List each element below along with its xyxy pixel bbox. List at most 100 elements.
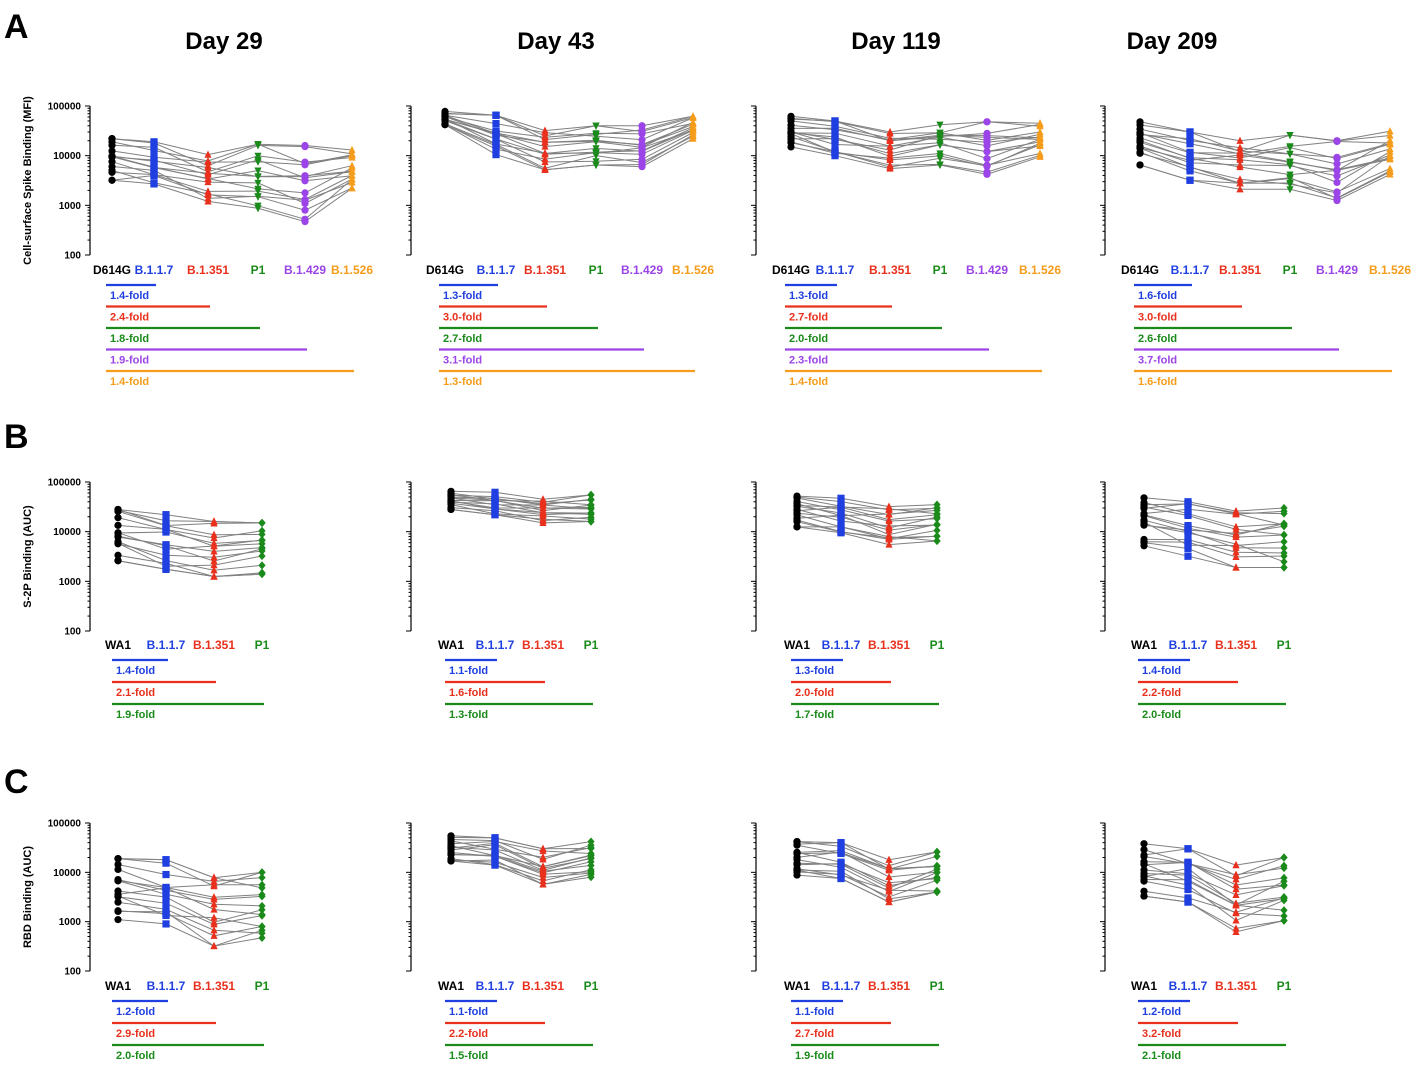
point-wa1	[1140, 521, 1148, 529]
point-b117	[1186, 176, 1194, 184]
donor-line	[1139, 124, 1391, 153]
x-tick-label: B.1.1.7	[1169, 979, 1208, 993]
panel-b-3: WA1 B.1.1.7 B.1.351 P1 1.3-fold 2.0-fold 1.7-f…	[751, 481, 945, 721]
donor-line	[1139, 121, 1391, 142]
donor-line	[790, 124, 1041, 141]
y-tick-label: 100000	[48, 102, 82, 113]
donor-line	[1139, 147, 1391, 171]
donor-line	[111, 169, 353, 220]
point-b117	[162, 511, 170, 519]
point-p1	[1286, 186, 1294, 194]
x-tick-label: WA1	[1131, 638, 1157, 652]
point-b1429	[983, 129, 991, 137]
point-b1351	[1232, 880, 1240, 889]
x-tick-label: P1	[1277, 979, 1292, 993]
point-b1351	[885, 540, 893, 548]
point-b117	[150, 171, 158, 179]
donor-line	[117, 895, 263, 927]
point-b1351	[210, 926, 218, 934]
fold-label: 2.9-fold	[116, 1028, 155, 1040]
point-wa1	[793, 507, 801, 515]
point-b1429	[638, 127, 646, 136]
donor-line	[796, 521, 938, 539]
point-b1351	[1232, 871, 1240, 880]
point-b117	[492, 151, 500, 159]
point-wa1	[793, 501, 801, 510]
fold-label: 1.3-fold	[443, 290, 482, 302]
point-b1351	[885, 892, 893, 901]
donor-line	[444, 112, 694, 137]
point-b117	[837, 842, 845, 850]
point-b1351	[204, 167, 212, 175]
donor-line	[1139, 141, 1391, 183]
point-b1351	[541, 135, 549, 143]
point-b117	[492, 135, 500, 143]
x-tick-label: D614G	[93, 263, 131, 277]
donor-line	[790, 146, 1041, 175]
donor-line	[1143, 848, 1285, 877]
point-p1	[1280, 916, 1288, 925]
point-p1	[933, 520, 941, 530]
fold-label: 2.6-fold	[1138, 333, 1177, 345]
x-tick-label: B.1.1.7	[1169, 638, 1208, 652]
donor-line	[444, 123, 694, 160]
donor-line	[1143, 541, 1285, 558]
donor-line	[117, 543, 263, 558]
x-tick-label: B.1.351	[522, 638, 564, 652]
point-p1	[933, 514, 941, 523]
x-tick-label: B.1.526	[1019, 263, 1061, 277]
point-b117	[150, 153, 158, 161]
point-wa1	[114, 521, 122, 529]
fold-label: 2.0-fold	[116, 1050, 155, 1062]
point-b1429	[638, 136, 646, 144]
point-p1	[936, 129, 944, 137]
point-p1	[933, 531, 941, 541]
point-b1526	[348, 161, 356, 169]
point-b117	[1186, 163, 1194, 172]
donor-line	[1143, 856, 1285, 880]
donor-line	[1143, 875, 1285, 921]
fold-label: 1.9-fold	[795, 1050, 834, 1062]
fold-label: 1.3-fold	[795, 665, 834, 677]
point-wa1	[114, 529, 122, 537]
point-p1	[592, 161, 600, 170]
point-wa1	[114, 916, 122, 924]
point-b117	[1186, 128, 1194, 136]
x-tick-label: P1	[589, 263, 604, 277]
point-b1351	[1236, 143, 1244, 151]
donor-line	[1143, 843, 1285, 866]
point-p1	[592, 150, 600, 158]
point-b117	[162, 870, 170, 879]
donor-line	[1143, 503, 1285, 515]
donor-line	[450, 859, 592, 885]
point-d614g	[1136, 161, 1144, 169]
y-tick-label: 1000	[59, 917, 82, 928]
donor-line	[1143, 879, 1285, 911]
point-b117	[150, 146, 158, 155]
point-b117	[492, 131, 500, 139]
point-b1429	[301, 195, 309, 204]
x-tick-label: P1	[251, 263, 266, 277]
point-b1351	[204, 187, 212, 195]
point-d614g	[108, 176, 116, 184]
panel-a-1: 100000 10000 1000 100 D614G B.1.1.7 B.1.351 P1 B…	[48, 102, 374, 389]
point-b1526	[1386, 131, 1394, 139]
point-p1	[1280, 853, 1288, 862]
point-p1	[587, 509, 595, 518]
point-b117	[837, 839, 845, 847]
donor-line	[444, 114, 694, 141]
point-p1	[587, 844, 595, 853]
point-b1351	[210, 530, 218, 538]
point-p1	[592, 122, 600, 130]
point-b1351	[210, 905, 218, 913]
point-p1	[258, 530, 266, 539]
x-tick-label: D614G	[772, 263, 810, 277]
point-b117	[1184, 877, 1192, 885]
point-b1351	[1232, 924, 1240, 932]
point-p1	[1286, 175, 1294, 183]
x-tick-label: WA1	[105, 979, 131, 993]
point-b1351	[886, 152, 894, 160]
point-b1351	[204, 156, 212, 165]
point-b117	[150, 163, 158, 172]
point-p1	[933, 873, 941, 882]
